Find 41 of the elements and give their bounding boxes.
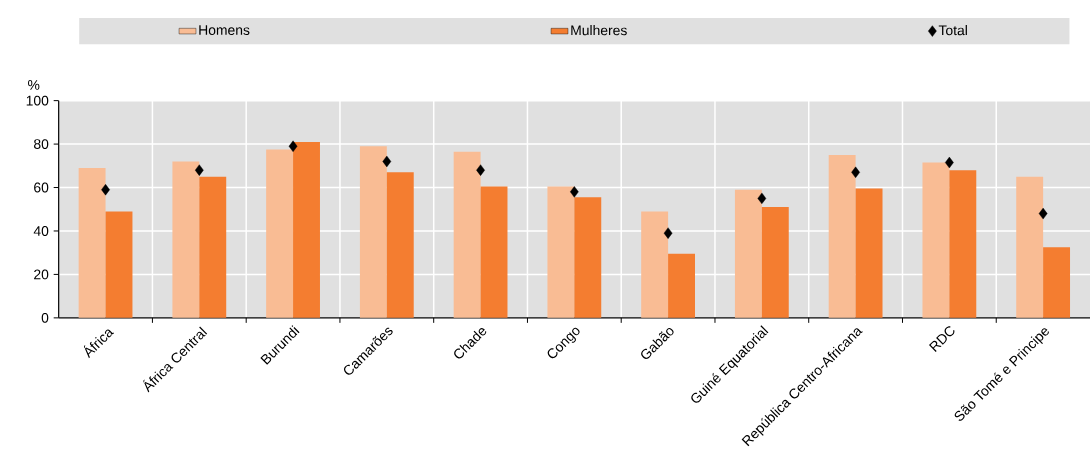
y-tick-label: 40 <box>33 225 49 236</box>
y-tick-label: 100 <box>26 95 49 106</box>
point <box>663 227 673 239</box>
bar <box>574 197 602 318</box>
bar <box>78 167 106 318</box>
y-tick-label: 0 <box>41 312 49 323</box>
bar <box>668 253 695 318</box>
bar <box>480 186 508 318</box>
legend-label: Mulheres <box>571 24 627 36</box>
point <box>476 164 485 176</box>
bar <box>949 169 977 318</box>
bar <box>547 186 575 318</box>
bar <box>199 176 227 318</box>
point <box>851 166 860 178</box>
bar <box>641 211 669 318</box>
bar <box>453 151 481 318</box>
bar <box>855 188 883 318</box>
point <box>288 140 298 152</box>
bar <box>1016 176 1044 318</box>
point <box>757 192 767 204</box>
y-tick-label: 20 <box>34 269 49 280</box>
bar <box>359 146 387 318</box>
point <box>570 186 579 198</box>
bar <box>172 161 200 318</box>
bar <box>761 206 789 318</box>
legend-label: Total <box>938 24 967 36</box>
point <box>382 155 392 167</box>
bar <box>266 149 294 318</box>
point <box>195 164 204 176</box>
y-axis-title: % <box>28 79 40 90</box>
bar <box>828 154 856 318</box>
bar <box>922 162 950 318</box>
legend-label: Homens <box>199 25 250 35</box>
y-tick-label: 60 <box>34 182 49 193</box>
bar <box>293 141 320 318</box>
y-tick-label: 80 <box>34 139 49 149</box>
bar <box>105 211 133 318</box>
bar <box>734 189 762 318</box>
bar <box>1043 247 1071 318</box>
bar <box>386 172 414 318</box>
point <box>1038 207 1048 220</box>
